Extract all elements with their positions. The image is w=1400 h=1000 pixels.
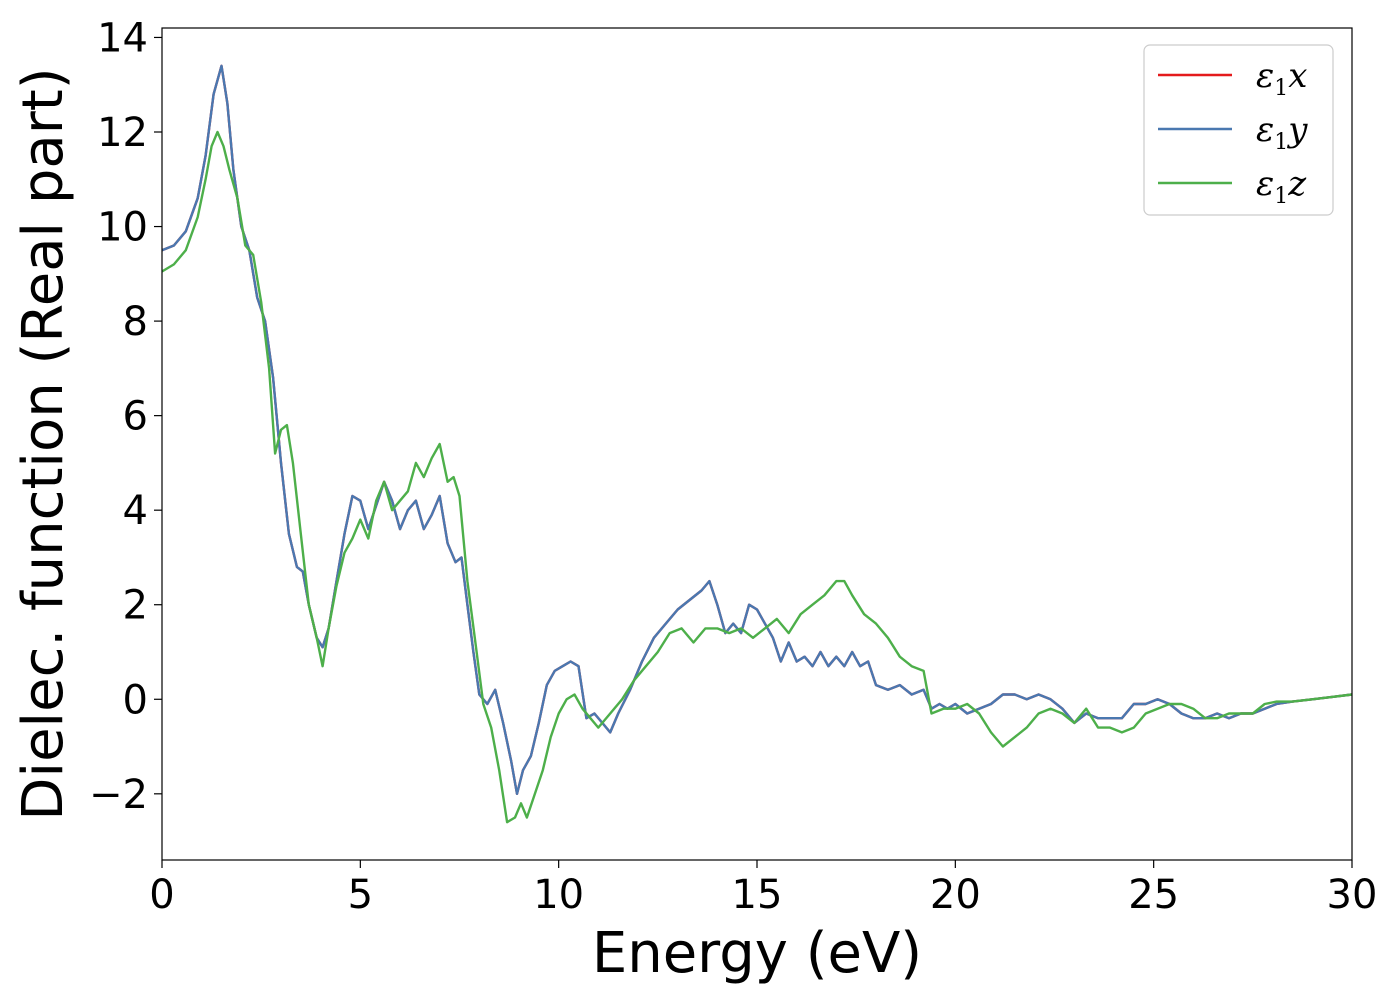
y-tick-label: 0 (123, 677, 148, 723)
x-tick-label: 20 (930, 872, 981, 918)
y-tick-label: −2 (89, 772, 148, 818)
legend-box (1143, 44, 1334, 216)
legend: ε1x ε1y ε1z (1143, 44, 1334, 216)
y-axis-label: Dielec. function (Real part) (11, 67, 76, 820)
x-axis-label: Energy (eV) (592, 921, 922, 986)
plot-series-group (161, 64, 1353, 824)
y-tick-label: 12 (97, 110, 148, 156)
x-tick-label: 30 (1327, 872, 1378, 918)
x-tick-label: 15 (732, 872, 783, 918)
legend-label-x: ε1x (1256, 56, 1307, 101)
series-line-z (161, 130, 1353, 824)
y-tick-label: 4 (123, 488, 148, 534)
x-tick-label: 0 (149, 872, 174, 918)
x-axis-ticks: 0 5 10 15 20 25 30 (149, 860, 1377, 918)
x-tick-label: 25 (1128, 872, 1179, 918)
legend-label-y: ε1y (1256, 110, 1308, 155)
legend-label-z: ε1z (1256, 164, 1307, 209)
y-axis-ticks: −2 0 2 4 6 8 10 12 14 (89, 15, 162, 818)
y-tick-label: 8 (123, 299, 148, 345)
x-tick-label: 5 (348, 872, 373, 918)
y-tick-label: 10 (97, 205, 148, 251)
plot-frame (161, 27, 1353, 861)
x-tick-label: 10 (533, 872, 584, 918)
y-tick-label: 14 (97, 15, 148, 61)
y-tick-label: 2 (123, 583, 148, 629)
y-tick-label: 6 (123, 394, 148, 440)
